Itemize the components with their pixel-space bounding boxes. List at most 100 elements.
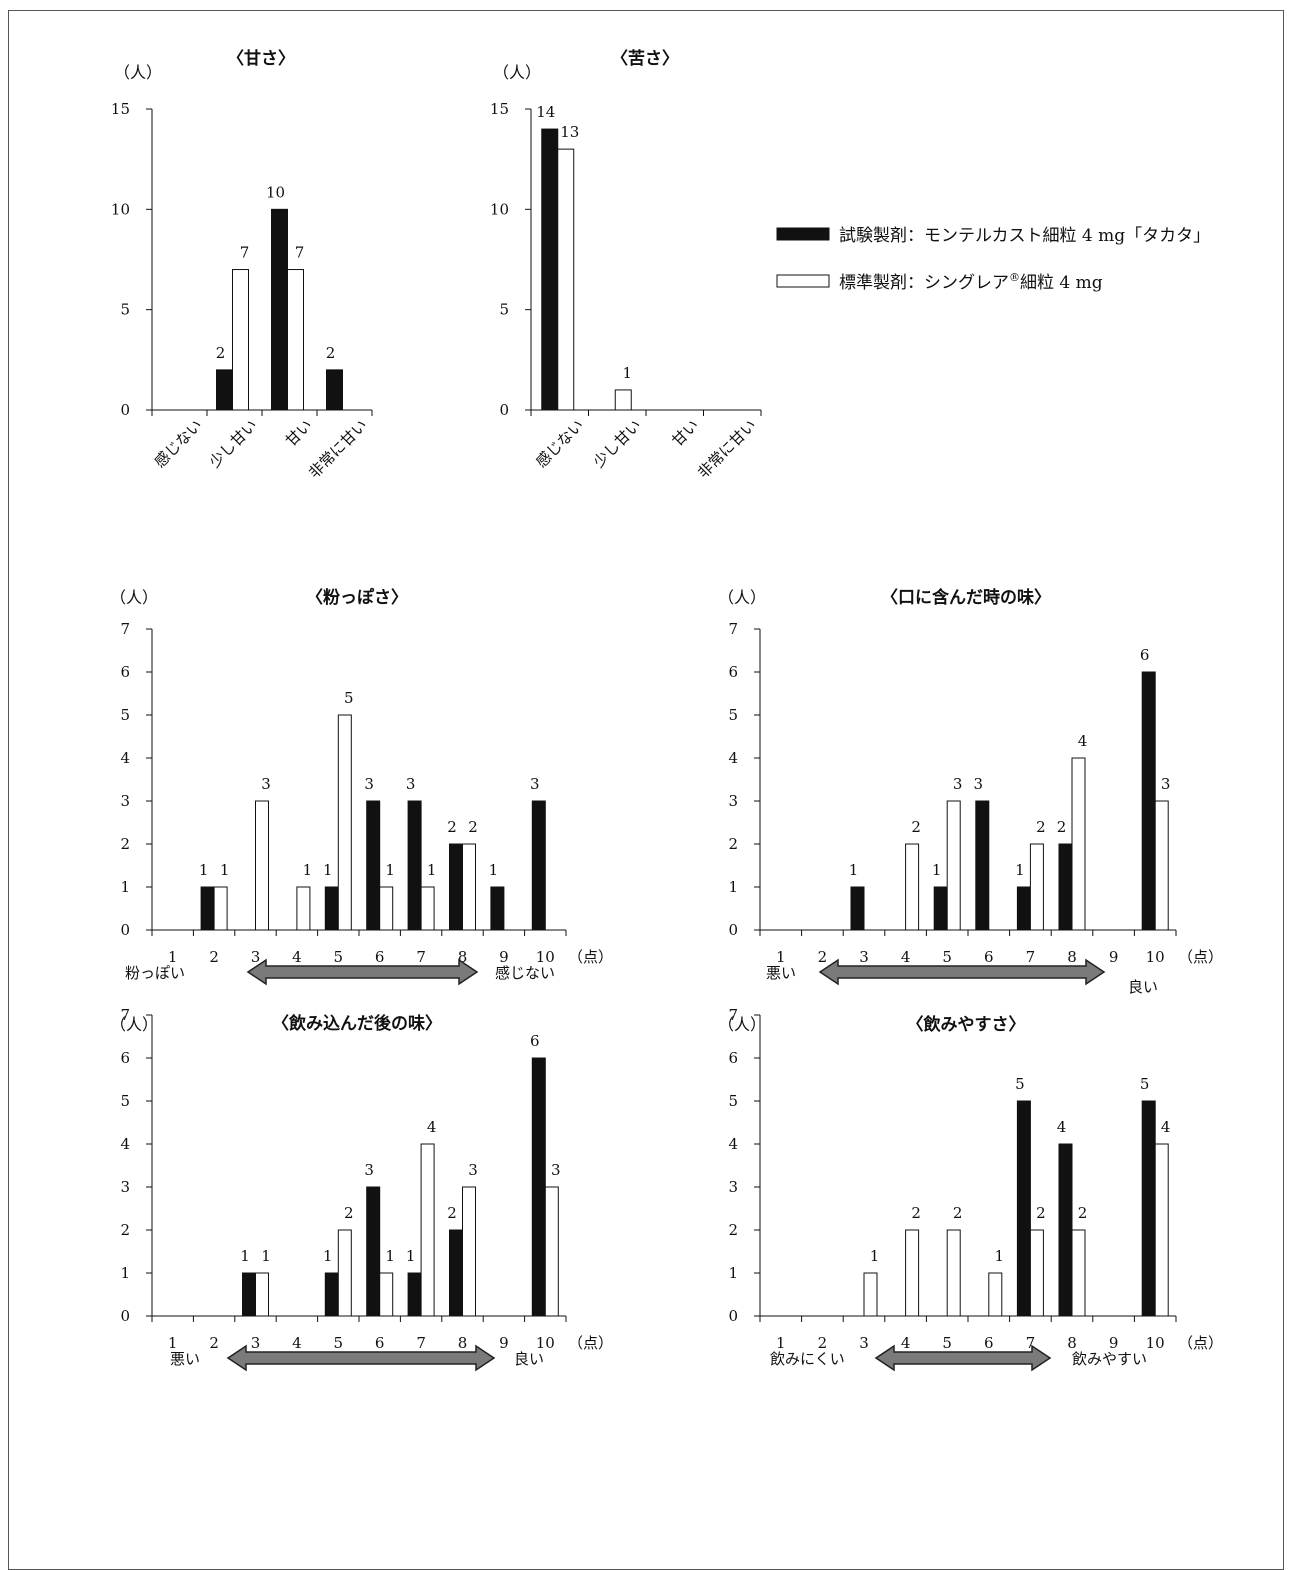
bar-value-label: 6 (1140, 646, 1150, 664)
x-category-label: 甘い (282, 416, 316, 450)
y-tick-label: 3 (728, 1178, 738, 1196)
bar-value-label: 3 (551, 1161, 561, 1179)
x-category-label: 感じない (151, 416, 206, 471)
bar-value-label: 2 (1036, 1204, 1046, 1222)
y-tick-label: 4 (120, 749, 130, 767)
x-category-label: 9 (1109, 948, 1119, 966)
y-tick-label: 5 (120, 706, 130, 724)
y-tick-label: 0 (120, 1307, 130, 1325)
y-tick-label: 1 (728, 878, 738, 896)
bar-test (407, 800, 422, 931)
bar-reference (614, 389, 632, 411)
y-unit-label: （人） (493, 63, 541, 82)
x-category-label: 甘い (668, 416, 702, 450)
bar-value-label: 1 (240, 1247, 250, 1265)
y-tick-label: 7 (120, 1006, 130, 1024)
x-category-label: 少し甘い (206, 416, 261, 471)
bar-reference (1154, 800, 1169, 931)
bar-reference (213, 886, 228, 931)
legend-label-reference: 標準製剤：シングレア®細粒 4 mg (839, 271, 1103, 293)
scale-arrow (818, 958, 1106, 986)
x-category-label: 6 (375, 948, 385, 966)
chart-6: 〈飲みやすさ〉 （人） 0 1 2 3 4 5 6 7 1 2 3 4 5 6 7 8 9 10 （点） 5 4 5 1 2 2 1 2… (718, 1006, 1223, 1372)
bar-reference (863, 1272, 878, 1317)
bar-value-label: 1 (995, 1247, 1005, 1265)
bar-value-label: 2 (326, 344, 336, 362)
bar-test (1058, 843, 1073, 931)
bar-reference (337, 714, 352, 931)
bar-test (1141, 1100, 1156, 1317)
bar-test (1141, 671, 1156, 931)
y-tick-label: 10 (111, 200, 130, 218)
bar-reference (255, 800, 269, 931)
y-tick-label: 2 (728, 835, 738, 853)
bar-reference (1071, 757, 1086, 931)
bar-reference (1029, 1229, 1044, 1317)
x-category-label: 9 (1109, 1334, 1119, 1352)
bar-value-label: 7 (295, 244, 305, 262)
x-category-label: 9 (499, 1334, 509, 1352)
y-tick-label: 2 (120, 835, 130, 853)
bar-value-label: 2 (1057, 818, 1067, 836)
y-tick-label: 1 (120, 878, 130, 896)
bar-test (490, 886, 505, 931)
bar-test (324, 886, 339, 931)
y-tick-label: 4 (728, 749, 738, 767)
bar-reference (296, 886, 311, 931)
bar-value-label: 5 (1015, 1075, 1025, 1093)
bar-reference (420, 886, 435, 931)
y-tick-label: 1 (120, 1264, 130, 1282)
bar-value-label: 1 (427, 861, 437, 879)
y-tick-label: 7 (120, 620, 130, 638)
bar-test (324, 1272, 339, 1317)
bar-test (541, 128, 559, 411)
x-category-label: 6 (375, 1334, 385, 1352)
y-tick-label: 0 (728, 1307, 738, 1325)
bar-value-label: 2 (1036, 818, 1046, 836)
x-unit-label: （点） (1178, 1334, 1223, 1352)
x-category-label: 7 (1026, 948, 1036, 966)
x-category-label: 5 (334, 1334, 344, 1352)
x-category-label: 6 (984, 1334, 994, 1352)
bar-value-label: 2 (447, 1204, 457, 1222)
bar-value-label: 1 (406, 1247, 416, 1265)
scale-arrow (874, 1344, 1052, 1372)
x-category-label: 非常に甘い (305, 416, 371, 482)
bar-value-label: 1 (385, 1247, 395, 1265)
bar-test (271, 208, 288, 411)
bar-reference (544, 1186, 559, 1317)
scale-left-label: 悪い (766, 964, 796, 982)
bar-test (1058, 1143, 1073, 1317)
x-category-label: 5 (942, 1334, 952, 1352)
bar-value-label: 13 (560, 123, 579, 141)
bar-test (449, 843, 463, 931)
x-category-label: 8 (1067, 948, 1077, 966)
bar-test (242, 1272, 256, 1317)
bar-value-label: 3 (406, 775, 416, 793)
y-tick-label: 3 (120, 792, 130, 810)
bar-value-label: 3 (364, 775, 374, 793)
y-tick-label: 15 (111, 100, 130, 118)
bar-reference (255, 1272, 269, 1317)
x-unit-label: （点） (1178, 948, 1223, 966)
x-category-label: 2 (818, 948, 828, 966)
bar-reference (420, 1143, 435, 1317)
y-unit-label: （人） (114, 63, 162, 82)
y-tick-label: 5 (499, 301, 509, 319)
x-category-label: 10 (536, 1334, 555, 1352)
bar-value-label: 1 (1015, 861, 1025, 879)
y-tick-label: 2 (728, 1221, 738, 1239)
bar-test (216, 369, 233, 411)
x-category-label: 10 (536, 948, 555, 966)
bar-value-label: 5 (1140, 1075, 1150, 1093)
bar-value-label: 2 (344, 1204, 354, 1222)
x-category-label: 4 (292, 948, 302, 966)
bar-value-label: 3 (261, 775, 271, 793)
y-tick-label: 1 (728, 1264, 738, 1282)
x-category-label: 少し甘い (590, 416, 645, 471)
scale-arrow (246, 958, 479, 986)
bar-value-label: 2 (953, 1204, 963, 1222)
bar-value-label: 1 (199, 861, 209, 879)
